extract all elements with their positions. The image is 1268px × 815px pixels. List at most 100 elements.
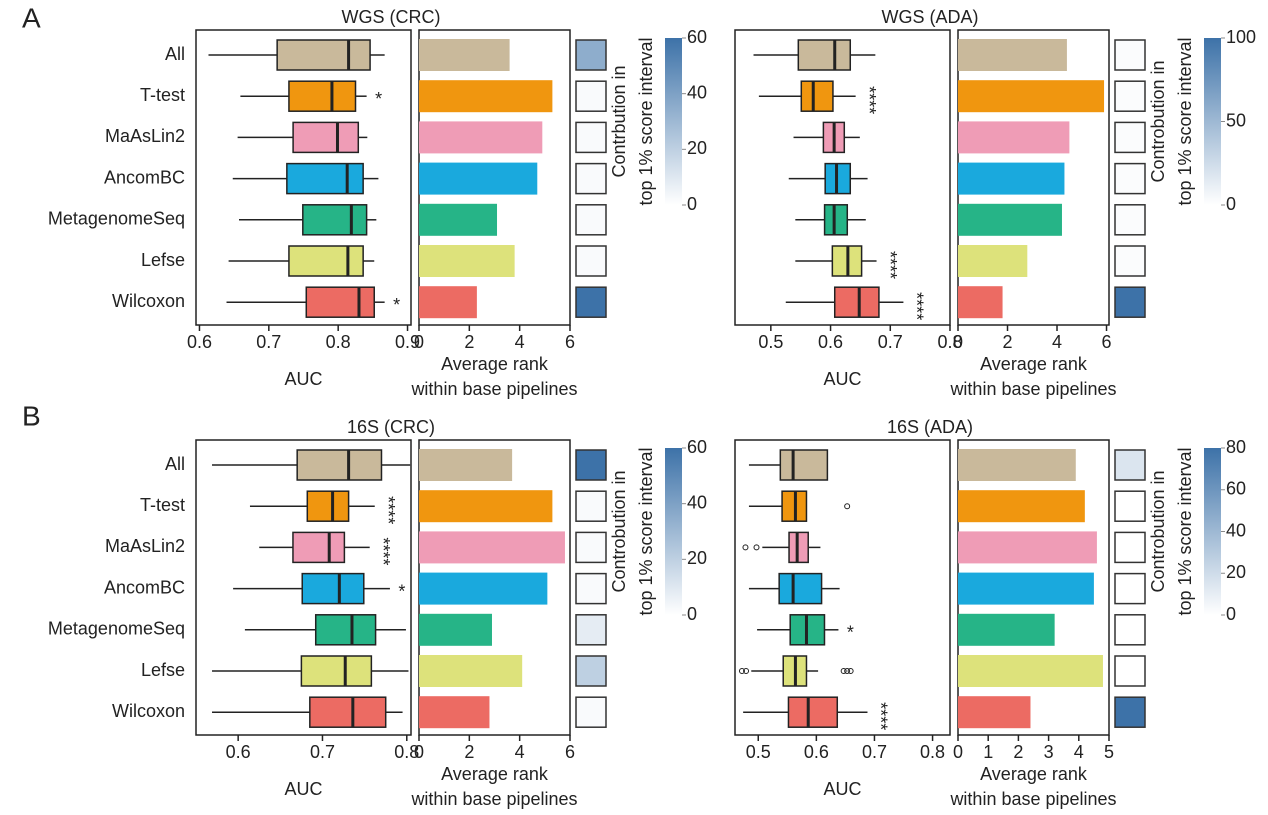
x-axis-label: AUC bbox=[284, 369, 322, 389]
bar bbox=[419, 121, 543, 154]
significance: **** bbox=[378, 496, 398, 524]
bar bbox=[958, 655, 1103, 687]
bar bbox=[419, 449, 513, 481]
x-axis-label: within base pipelines bbox=[410, 379, 577, 399]
bar bbox=[419, 613, 492, 646]
heat-cell bbox=[1114, 614, 1146, 646]
chart-title: WGS (ADA) bbox=[882, 7, 979, 27]
box bbox=[778, 572, 823, 605]
x-tick-label: 0.8 bbox=[326, 332, 351, 352]
significance: **** bbox=[907, 292, 927, 320]
significance: **** bbox=[373, 537, 393, 565]
category-label: Lefse bbox=[141, 250, 185, 270]
category-label: All bbox=[165, 454, 185, 474]
x-tick-label: 0 bbox=[414, 332, 424, 352]
plot-frame bbox=[195, 439, 412, 736]
bar bbox=[958, 286, 1003, 319]
colorbar bbox=[665, 38, 682, 205]
box bbox=[292, 121, 360, 154]
x-tick-label: 0.8 bbox=[920, 742, 945, 762]
x-tick-label: 0 bbox=[953, 332, 963, 352]
heat-cell bbox=[575, 162, 607, 195]
outlier bbox=[844, 668, 851, 674]
heat-cell bbox=[1114, 449, 1146, 481]
heat-cell bbox=[575, 449, 607, 481]
x-tick-label: 0.7 bbox=[256, 332, 281, 352]
colorbar-tick-label: 20 bbox=[687, 548, 707, 568]
x-axis-label: AUC bbox=[284, 779, 322, 799]
x-tick-label: 0.7 bbox=[310, 742, 335, 762]
bar bbox=[958, 39, 1067, 71]
box bbox=[797, 39, 852, 71]
colorbar-tick-label: 0 bbox=[1226, 194, 1236, 214]
x-tick-label: 0.6 bbox=[226, 742, 251, 762]
heat-cell bbox=[575, 490, 607, 522]
significance: **** bbox=[871, 702, 891, 730]
outlier bbox=[743, 668, 750, 674]
colorbar-label: Controbution in bbox=[1148, 470, 1168, 592]
box bbox=[302, 204, 368, 236]
heat-cell bbox=[1114, 490, 1146, 522]
x-tick-label: 4 bbox=[1074, 742, 1084, 762]
outlier bbox=[753, 544, 760, 551]
colorbar-label: Controbution in bbox=[1148, 60, 1168, 182]
heat-cell bbox=[1114, 39, 1146, 71]
heat-cell bbox=[575, 531, 607, 564]
category-label: MaAsLin2 bbox=[105, 536, 185, 556]
x-tick-label: 3 bbox=[1044, 742, 1054, 762]
heat-cell bbox=[575, 696, 607, 728]
heat-cell bbox=[575, 80, 607, 112]
bar bbox=[419, 490, 553, 523]
heat-cell bbox=[575, 245, 607, 277]
x-axis-label: Average rank bbox=[980, 764, 1088, 784]
x-tick-label: 0.8 bbox=[937, 332, 962, 352]
box bbox=[288, 245, 364, 277]
bar bbox=[958, 449, 1076, 481]
heat-cell bbox=[575, 286, 607, 318]
x-axis-label: within base pipelines bbox=[410, 789, 577, 809]
box bbox=[779, 449, 829, 481]
bar bbox=[419, 572, 548, 605]
colorbar-label: top 1% score interval bbox=[636, 37, 656, 205]
heat-cell bbox=[1114, 286, 1146, 318]
bar bbox=[419, 39, 510, 71]
colorbar-label: Controbution in bbox=[609, 470, 629, 592]
category-label: AncomBC bbox=[104, 577, 185, 597]
box bbox=[301, 572, 365, 605]
x-tick-label: 4 bbox=[515, 332, 525, 352]
category-label: Lefse bbox=[141, 660, 185, 680]
outlier bbox=[738, 668, 745, 674]
x-tick-label: 1 bbox=[983, 742, 993, 762]
x-tick-label: 0.9 bbox=[395, 332, 420, 352]
bar bbox=[419, 162, 538, 195]
colorbar-tick-label: 60 bbox=[687, 437, 707, 457]
bar bbox=[419, 203, 498, 236]
heat-cell bbox=[575, 655, 607, 687]
box bbox=[288, 80, 357, 112]
outlier bbox=[840, 668, 847, 674]
bar bbox=[419, 286, 477, 319]
heat-cell bbox=[575, 204, 607, 236]
x-tick-label: 6 bbox=[1102, 332, 1112, 352]
bar bbox=[958, 531, 1097, 564]
colorbar bbox=[665, 448, 682, 615]
category-label: Wilcoxon bbox=[112, 291, 185, 311]
plot-frame bbox=[734, 439, 951, 736]
category-label: Wilcoxon bbox=[112, 701, 185, 721]
significance: * bbox=[393, 295, 400, 315]
significance: **** bbox=[859, 86, 879, 114]
x-axis-label: Average rank bbox=[980, 354, 1088, 374]
x-tick-label: 0 bbox=[953, 742, 963, 762]
colorbar-label: Contrbution in bbox=[609, 65, 629, 177]
significance: * bbox=[847, 623, 854, 643]
colorbar-label: top 1% score interval bbox=[636, 447, 656, 615]
colorbar-tick-label: 60 bbox=[687, 27, 707, 47]
box bbox=[306, 490, 350, 522]
bar bbox=[419, 245, 515, 277]
colorbar-label: top 1% score interval bbox=[1175, 447, 1195, 615]
heat-cell bbox=[1114, 696, 1146, 728]
category-label: T-test bbox=[140, 495, 185, 515]
significance: **** bbox=[880, 251, 900, 279]
box bbox=[276, 39, 371, 71]
x-tick-label: 0.6 bbox=[187, 332, 212, 352]
